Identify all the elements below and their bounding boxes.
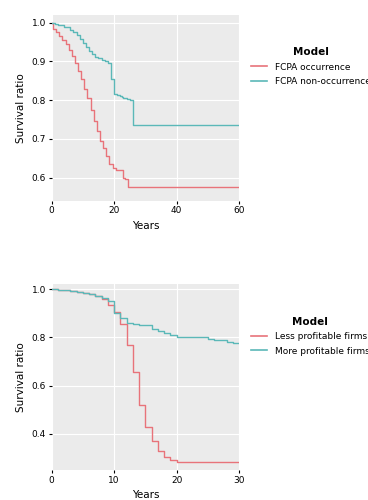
X-axis label: Years: Years <box>132 221 159 231</box>
Legend: FCPA occurrence, FCPA non-occurrence: FCPA occurrence, FCPA non-occurrence <box>251 48 368 86</box>
Y-axis label: Survival ratio: Survival ratio <box>16 342 26 412</box>
Y-axis label: Survival ratio: Survival ratio <box>16 73 26 142</box>
Legend: Less profitable firms, More profitable firms: Less profitable firms, More profitable f… <box>251 316 368 356</box>
X-axis label: Years: Years <box>132 490 159 500</box>
